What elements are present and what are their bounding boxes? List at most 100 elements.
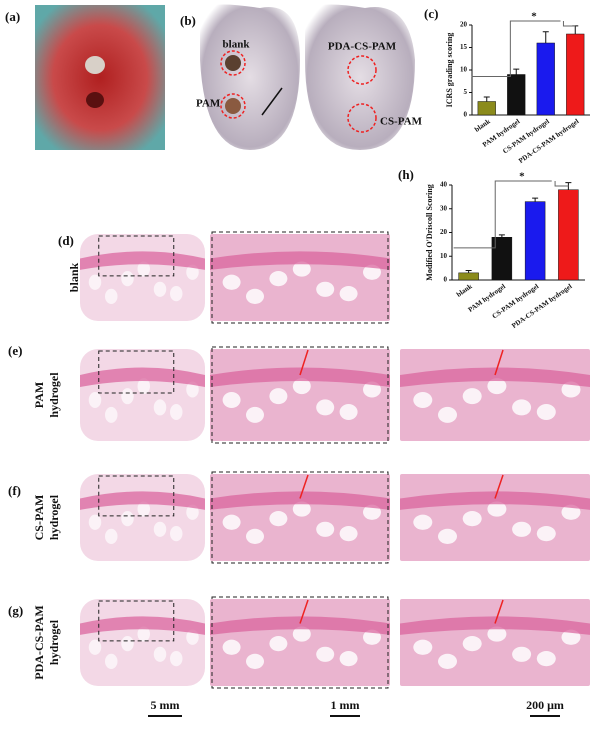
y-tick-label: 10 [440,252,448,260]
histology-detail [121,271,134,287]
panel-label: (a) [5,9,20,24]
histology-detail [339,651,358,667]
histology-detail [487,626,507,642]
cartilage [80,251,205,270]
histology-detail [462,388,482,405]
photo-label: blank [223,39,251,51]
histology-detail [121,388,134,405]
histology-detail [186,381,199,398]
histology-detail [487,501,507,517]
bar [477,101,496,116]
histology-detail [512,521,532,537]
histology-detail [153,521,167,537]
histology-detail [462,511,482,527]
row-label: hydrogel [47,619,61,665]
error-bar [465,270,472,273]
histology-detail [363,504,381,520]
histology-detail [292,261,311,277]
photo-b-left [200,4,300,151]
photo-label: CS-PAM [380,116,423,128]
defect [85,56,105,74]
photo-a [35,5,165,150]
histology-detail [246,653,264,669]
annotation: * [519,171,525,183]
photo-b-right [305,4,415,151]
inset-box [98,475,175,517]
histology-detail [339,286,358,302]
cartilage [80,491,205,510]
histology-detail [339,526,358,542]
histology-detail [88,639,102,655]
histology-detail [186,264,199,280]
histology-detail [121,636,134,652]
circle [220,93,246,119]
bracket [471,20,576,77]
circle [220,50,246,76]
y-tick-label: 40 [440,181,448,189]
row-label: CS-PAM [32,495,46,541]
cartilage [400,616,590,635]
error-bar [532,197,539,202]
histology-detail [105,528,118,544]
histology-detail [137,626,150,642]
histology-detail [170,526,183,542]
y-tick-label: 20 [460,21,468,29]
panel-label: (c) [424,6,438,21]
histology-detail [536,403,556,420]
histology-detail [561,381,581,398]
y-tick-label: 10 [460,66,468,74]
photo-label: PDA-CS-PAM [328,41,397,53]
arrow [261,87,283,116]
error-bar [498,234,505,238]
histology-detail [316,281,335,297]
histology-detail [561,504,581,520]
histology-detail [487,378,507,395]
defect [225,98,241,114]
histology-detail [186,629,199,645]
histology-detail [512,399,532,416]
histology-detail [316,521,335,537]
row-label: hydrogel [47,494,61,540]
y-tick-label: 5 [464,88,468,96]
histology-detail [316,646,335,662]
histology-detail [363,381,381,398]
row-label: hydrogel [47,372,61,418]
histology-detail [222,639,241,655]
histology-detail [438,653,457,669]
panel-label: (e) [8,343,22,358]
histology-detail [222,514,241,530]
cartilage [210,491,390,510]
histology-detail [438,406,457,423]
histology-detail [462,636,482,652]
histology-detail [170,651,183,667]
error-bar [513,68,520,75]
histology-detail [438,528,457,544]
histology-detail [339,403,358,420]
arrow [494,474,504,499]
histology-detail [292,378,311,395]
arrow [494,599,504,624]
histology-detail [512,646,532,662]
inset-box [211,471,389,564]
histology-detail [413,514,433,530]
scale-label: 5 mm [151,698,180,712]
row-label: PAM [32,382,46,408]
histology-detail [246,406,264,423]
photo-label: PAM [196,98,221,110]
histology-detail [222,274,241,290]
histology-detail [363,629,381,645]
scale-label: 200 μm [526,698,564,712]
bar [524,201,546,281]
histology-detail [170,403,183,420]
histology-detail [105,653,118,669]
annotation: * [531,11,537,23]
cartilage [400,491,590,510]
histology-detail [316,399,335,416]
histology-detail [137,501,150,517]
histology-detail [137,378,150,395]
histology-detail [88,392,102,408]
panel-label: (h) [398,167,414,182]
inset-box [211,346,389,444]
histology-detail [561,629,581,645]
histology-detail [292,501,311,517]
